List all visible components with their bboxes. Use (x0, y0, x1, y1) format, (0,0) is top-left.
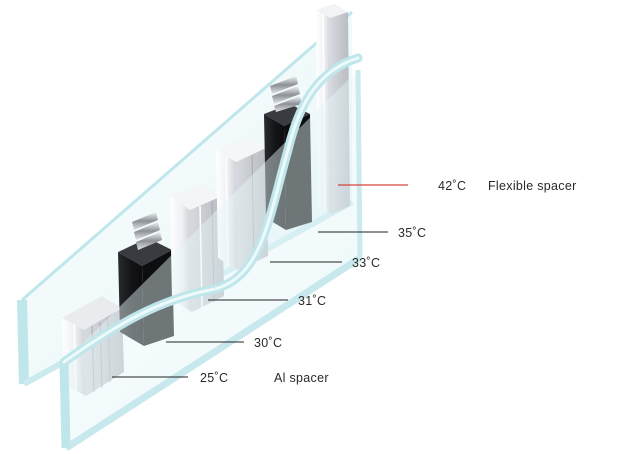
temp-25-label: 25˚C (200, 371, 228, 385)
leader-lines (112, 184, 408, 378)
front-glass-pane (59, 53, 363, 451)
temp-33-label: 33˚C (352, 256, 380, 270)
flexible-spacer-label: Flexible spacer (488, 179, 577, 193)
temp-31-label: 31˚C (298, 294, 326, 308)
temp-35-label: 35˚C (398, 226, 426, 240)
temp-42-label: 42˚C (438, 179, 466, 193)
temp-30-label: 30˚C (254, 336, 282, 350)
callouts: 42˚C Flexible spacer 35˚C 33˚C 31˚C 30˚C… (200, 179, 577, 385)
al-spacer-label: Al spacer (274, 371, 329, 385)
